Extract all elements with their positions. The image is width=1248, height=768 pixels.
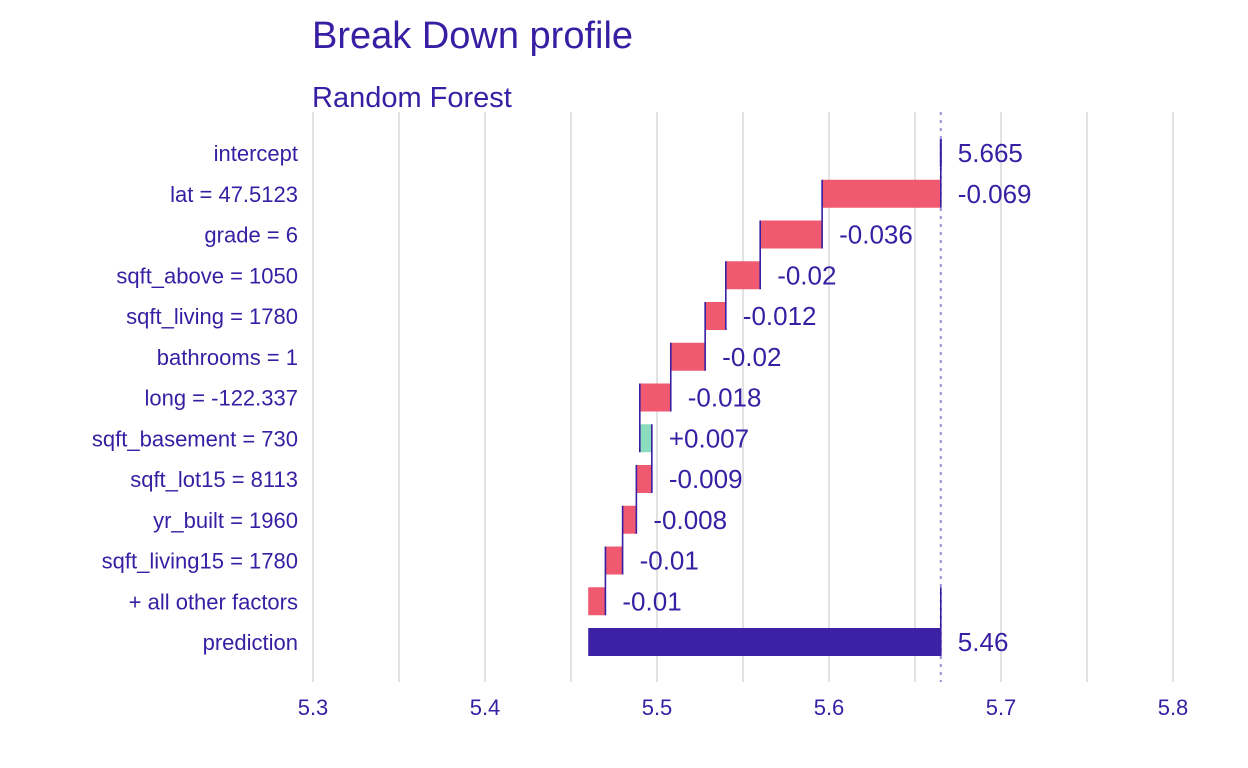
value-label: -0.018 [688,383,762,413]
x-tick-label: 5.5 [642,695,673,720]
bar [588,587,606,616]
value-label: -0.036 [839,220,913,250]
y-tick-label: sqft_lot15 = 8113 [130,467,298,492]
value-label: -0.009 [669,464,743,494]
bar [605,546,623,575]
bar [670,342,706,371]
x-tick-label: 5.8 [1158,695,1189,720]
x-tick-label: 5.3 [298,695,329,720]
value-label: -0.02 [722,342,781,372]
chart-subtitle: Random Forest [312,82,512,114]
value-label: -0.01 [622,586,681,616]
chart-title: Break Down profile [312,15,634,57]
bar [725,261,761,290]
y-tick-label: intercept [214,141,298,166]
y-tick-label: sqft_above = 1050 [116,263,298,288]
bar [588,628,941,656]
bar [636,465,652,493]
y-tick-label: + all other factors [129,589,298,614]
bar [760,220,823,249]
value-label: -0.069 [958,179,1032,209]
value-label: 5.46 [958,627,1009,657]
y-tick-label: yr_built = 1960 [153,508,298,533]
y-tick-label: grade = 6 [204,223,298,248]
bar [705,302,726,330]
value-label: -0.008 [653,505,727,535]
value-label: -0.02 [777,260,836,290]
y-tick-label: sqft_basement = 730 [92,426,298,451]
y-tick-label: long = -122.337 [144,386,298,411]
bar [622,505,637,534]
y-tick-label: sqft_living = 1780 [126,304,298,329]
value-label: 5.665 [958,138,1023,168]
x-tick-label: 5.6 [814,695,845,720]
y-tick-label: sqft_living15 = 1780 [102,549,298,574]
bar [639,424,652,453]
value-label: -0.012 [743,301,817,331]
bar [822,179,941,208]
y-tick-label: lat = 47.5123 [170,182,298,207]
y-tick-label: prediction [203,630,298,655]
value-label: -0.01 [640,546,699,576]
value-label: +0.007 [669,423,749,453]
x-tick-label: 5.7 [986,695,1017,720]
x-tick-label: 5.4 [470,695,501,720]
y-tick-label: bathrooms = 1 [157,345,298,370]
bar [639,383,671,412]
